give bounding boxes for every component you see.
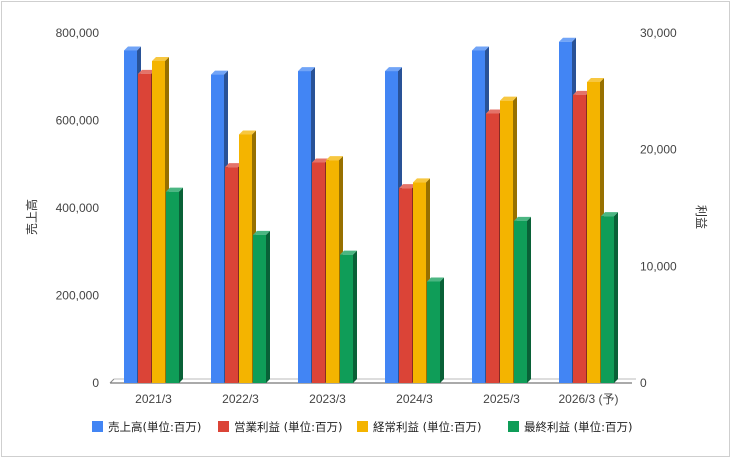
x-tick-label: 2024/3 bbox=[396, 392, 433, 406]
legend-item-3: 経常利益 (単位:百万) bbox=[357, 420, 482, 434]
bar-front bbox=[298, 71, 311, 383]
bar-top bbox=[166, 187, 183, 192]
bar-front bbox=[413, 182, 426, 383]
legend-label: 売上高(単位:百万) bbox=[108, 420, 201, 434]
bar-top bbox=[225, 163, 242, 168]
bar-front bbox=[152, 61, 165, 383]
bars-layer bbox=[124, 37, 618, 384]
bar-top bbox=[326, 156, 343, 161]
bar-front bbox=[399, 188, 412, 383]
bar-side bbox=[614, 212, 618, 383]
x-tick-label: 2021/3 bbox=[135, 392, 172, 406]
bar-front bbox=[385, 71, 398, 383]
legend-item-2: 営業利益 (単位:百万) bbox=[218, 420, 343, 434]
bar-top bbox=[601, 212, 618, 217]
x-tick-label: 2025/3 bbox=[483, 392, 520, 406]
axes-layer bbox=[109, 378, 636, 384]
bar-top bbox=[239, 130, 256, 135]
y-right-axis-title: 利益 bbox=[694, 205, 708, 229]
bar-top bbox=[399, 184, 416, 189]
bar-top bbox=[124, 46, 141, 51]
bar-front bbox=[124, 50, 137, 383]
y-left-tick-label: 400,000 bbox=[56, 201, 100, 215]
legend-item-4: 最終利益 (単位:百万) bbox=[508, 420, 633, 434]
bar-front bbox=[486, 113, 499, 383]
bar-front bbox=[472, 50, 485, 383]
x-tick-label: 2023/3 bbox=[309, 392, 346, 406]
bar-front bbox=[326, 160, 339, 383]
bar-top bbox=[385, 67, 402, 72]
y-right-tick-label: 0 bbox=[640, 376, 647, 390]
bar-top bbox=[559, 37, 576, 42]
legend-swatch bbox=[92, 421, 103, 432]
bar-front bbox=[239, 134, 252, 383]
bar-front bbox=[559, 41, 572, 383]
y-left-tick-label: 600,000 bbox=[56, 114, 100, 128]
bar-side bbox=[527, 216, 531, 383]
bar-front bbox=[340, 254, 353, 383]
bar-4-6 bbox=[601, 212, 618, 383]
legend-label: 営業利益 (単位:百万) bbox=[234, 420, 343, 434]
bar-front bbox=[211, 74, 224, 383]
bar-top bbox=[253, 230, 270, 235]
labels-layer: 0 200,000 400,000 600,000 800,000 0 10,000 20,0… bbox=[24, 26, 708, 406]
y-left-axis-title: 売上高 bbox=[24, 199, 39, 235]
bar-top bbox=[413, 178, 430, 183]
bar-front bbox=[587, 82, 600, 383]
bar-front bbox=[312, 162, 325, 383]
bar-top bbox=[587, 78, 604, 82]
bar-top bbox=[514, 216, 531, 221]
bar-top bbox=[573, 90, 590, 95]
y-right-tick-label: 20,000 bbox=[640, 143, 677, 157]
bar-top bbox=[298, 67, 315, 72]
bar-front bbox=[225, 167, 238, 383]
bar-side bbox=[266, 230, 270, 383]
bar-front bbox=[601, 216, 614, 383]
bar-side bbox=[440, 277, 444, 383]
bar-top bbox=[486, 109, 503, 114]
legend-label: 最終利益 (単位:百万) bbox=[524, 420, 633, 434]
bar-4-4 bbox=[427, 277, 444, 383]
bar-side bbox=[179, 187, 183, 383]
legend: 売上高(単位:百万) 営業利益 (単位:百万) 経常利益 (単位:百万) 最終利益 (… bbox=[92, 420, 633, 434]
bar-4-5 bbox=[514, 216, 531, 383]
legend-label: 経常利益 (単位:百万) bbox=[373, 420, 482, 434]
bar-4-2 bbox=[253, 230, 270, 383]
y-left-tick-label: 200,000 bbox=[56, 289, 100, 303]
bar-front bbox=[166, 191, 179, 383]
y-right-tick-label: 30,000 bbox=[640, 26, 677, 40]
x-axis-depth bbox=[109, 378, 115, 384]
x-tick-label: 2026/3 (予) bbox=[558, 392, 618, 406]
bar-top bbox=[340, 250, 357, 255]
bar-front bbox=[500, 100, 513, 384]
bar-top bbox=[312, 158, 329, 163]
bar-top bbox=[472, 46, 489, 51]
bar-front bbox=[253, 234, 266, 383]
bar-side bbox=[353, 250, 357, 383]
bar-front bbox=[514, 220, 527, 383]
bar-4-1 bbox=[166, 187, 183, 383]
y-right-tick-label: 10,000 bbox=[640, 259, 677, 273]
y-left-tick-label: 800,000 bbox=[56, 26, 100, 40]
y-left-tick-label: 0 bbox=[92, 376, 99, 390]
bar-top bbox=[427, 277, 444, 282]
bar-top bbox=[152, 57, 169, 61]
bar-4-3 bbox=[340, 250, 357, 383]
legend-swatch bbox=[357, 421, 368, 432]
bar-top bbox=[138, 69, 155, 74]
bar-top bbox=[211, 70, 228, 75]
legend-swatch bbox=[508, 421, 519, 432]
bar-top bbox=[500, 96, 517, 101]
bar-front bbox=[573, 94, 586, 383]
legend-item-1: 売上高(単位:百万) bbox=[92, 420, 201, 434]
legend-swatch bbox=[218, 421, 229, 432]
bar-front bbox=[427, 281, 440, 383]
x-tick-label: 2022/3 bbox=[222, 392, 259, 406]
bar-front bbox=[138, 73, 151, 383]
